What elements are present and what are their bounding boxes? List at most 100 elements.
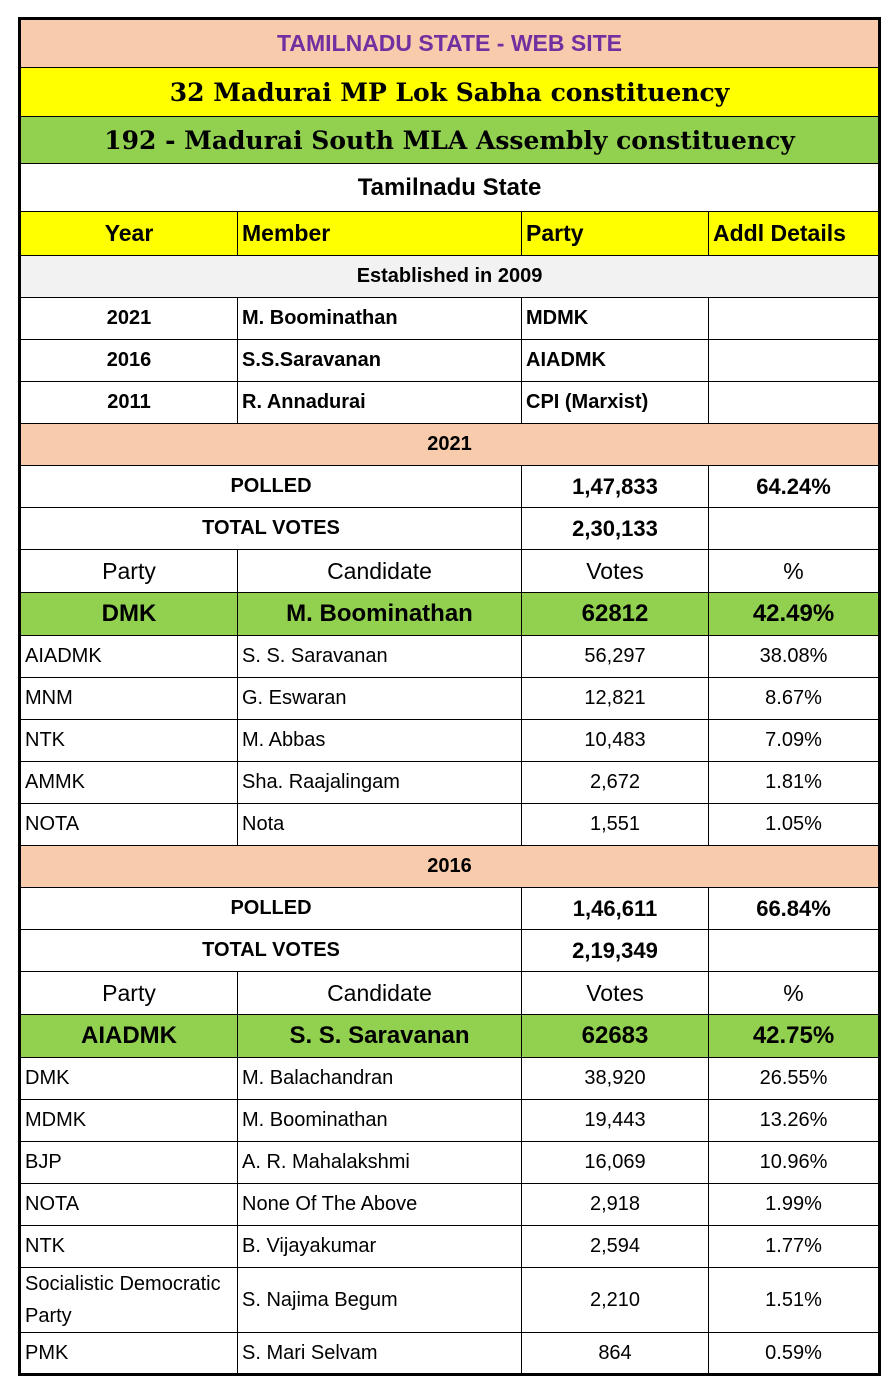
results-header-percent: % [707,549,881,593]
result-votes: 864 [521,1332,709,1375]
total-votes-row: TOTAL VOTES 2,30,133 [19,507,881,550]
result-party: MDMK [19,1099,238,1142]
established-note: Established in 2009 [18,255,881,298]
result-party: BJP [19,1141,238,1184]
total-votes-row: TOTAL VOTES 2,19,349 [19,929,881,972]
lok-sabha-heading: 32 Madurai MP Lok Sabha constituency [18,67,881,117]
total-votes-label: TOTAL VOTES [19,507,522,550]
result-party: NTK [19,719,238,762]
polled-row: POLLED 1,47,833 64.24% [19,465,881,508]
constituency-table: TAMILNADU STATE - WEB SITE 32 Madurai MP… [18,17,882,1376]
result-candidate: S. Najima Begum [237,1267,522,1333]
result-percent: 8.67% [707,677,881,720]
winner-candidate: M. Boominathan [237,592,522,636]
polled-votes: 1,47,833 [521,465,709,508]
result-row: NOTA Nota 1,551 1.05% [19,803,881,846]
result-party: PMK [19,1332,238,1375]
total-votes: 2,19,349 [521,929,709,972]
results-header-party: Party [19,971,238,1015]
result-percent: 38.08% [707,635,881,678]
result-votes: 16,069 [521,1141,709,1184]
results-header-party: Party [19,549,238,593]
result-votes: 12,821 [521,677,709,720]
total-votes: 2,30,133 [521,507,709,550]
member-year: 2011 [19,381,238,424]
election-year-row: 2021 [18,423,881,466]
winner-percent: 42.75% [707,1014,881,1058]
member-row: 2011 R. Annadurai CPI (Marxist) [19,381,881,424]
polled-row: POLLED 1,46,611 66.84% [19,887,881,930]
results-header-row: Party Candidate Votes% [19,971,881,1015]
member-details [707,381,881,424]
winner-row: AIADMK S. S. Saravanan 62683 42.75% [19,1014,881,1058]
result-votes: 19,443 [521,1099,709,1142]
total-votes-blank [707,929,881,972]
results-header-candidate: Candidate [237,971,522,1015]
result-votes: 10,483 [521,719,709,762]
header-year: Year [19,211,238,256]
result-party: Socialistic Democratic Party [19,1267,238,1333]
result-candidate: Nota [237,803,522,846]
winner-votes: 62683 [521,1014,709,1058]
result-candidate: M. Balachandran [237,1057,522,1100]
site-title: TAMILNADU STATE - WEB SITE [18,18,881,68]
result-party: AIADMK [19,635,238,678]
result-row: Socialistic Democratic Party S. Najima Be… [19,1267,881,1333]
result-party: NOTA [19,1183,238,1226]
result-party: NOTA [19,803,238,846]
winner-party: DMK [19,592,238,636]
result-votes: 2,210 [521,1267,709,1333]
member-party: AIADMK [521,339,709,382]
result-percent: 1.81% [707,761,881,804]
total-votes-label: TOTAL VOTES [19,929,522,972]
result-percent: 7.09% [707,719,881,762]
result-percent: 26.55% [707,1057,881,1100]
header-party: Party [521,211,709,256]
member-details [707,297,881,340]
result-votes: 2,672 [521,761,709,804]
result-candidate: None Of The Above [237,1183,522,1226]
result-percent: 1.77% [707,1225,881,1268]
polled-label: POLLED [19,465,522,508]
result-candidate: B. Vijayakumar [237,1225,522,1268]
header-addl-details: Addl Details [707,211,881,256]
results-header-candidate: Candidate [237,549,522,593]
total-votes-blank [707,507,881,550]
result-row: MDMK M. Boominathan 19,443 13.26% [19,1099,881,1142]
election-year-row: 2016 [18,845,881,888]
state-heading: Tamilnadu State [18,163,881,212]
member-details [707,339,881,382]
winner-percent: 42.49% [707,592,881,636]
result-row: BJP A. R. Mahalakshmi 16,069 10.96% [19,1141,881,1184]
result-row: NTK B. Vijayakumar 2,594 1.77% [19,1225,881,1268]
result-votes: 56,297 [521,635,709,678]
result-votes: 2,918 [521,1183,709,1226]
winner-row: DMK M. Boominathan 62812 42.49% [19,592,881,636]
result-row: PMK S. Mari Selvam 864 0.59% [19,1332,881,1375]
member-year: 2016 [19,339,238,382]
results-header-percent: % [707,971,881,1015]
result-percent: 10.96% [707,1141,881,1184]
polled-label: POLLED [19,887,522,930]
result-votes: 2,594 [521,1225,709,1268]
result-candidate: M. Boominathan [237,1099,522,1142]
member-row: 2021 M. Boominathan MDMK [19,297,881,340]
member-row: 2016 S.S.Saravanan AIADMK [19,339,881,382]
member-name: R. Annadurai [237,381,522,424]
result-candidate: A. R. Mahalakshmi [237,1141,522,1184]
winner-party: AIADMK [19,1014,238,1058]
result-candidate: S. S. Saravanan [237,635,522,678]
result-row: MNM G. Eswaran 12,821 8.67% [19,677,881,720]
member-party: CPI (Marxist) [521,381,709,424]
result-percent: 1.05% [707,803,881,846]
result-percent: 0.59% [707,1332,881,1375]
result-votes: 38,920 [521,1057,709,1100]
result-row: NOTA None Of The Above 2,918 1.99% [19,1183,881,1226]
result-row: AMMK Sha. Raajalingam 2,672 1.81% [19,761,881,804]
result-candidate: Sha. Raajalingam [237,761,522,804]
result-candidate: M. Abbas [237,719,522,762]
results-header-row: Party Candidate Votes% [19,549,881,593]
results-header-votes: Votes [521,549,709,593]
member-party: MDMK [521,297,709,340]
result-row: DMK M. Balachandran 38,920 26.55% [19,1057,881,1100]
